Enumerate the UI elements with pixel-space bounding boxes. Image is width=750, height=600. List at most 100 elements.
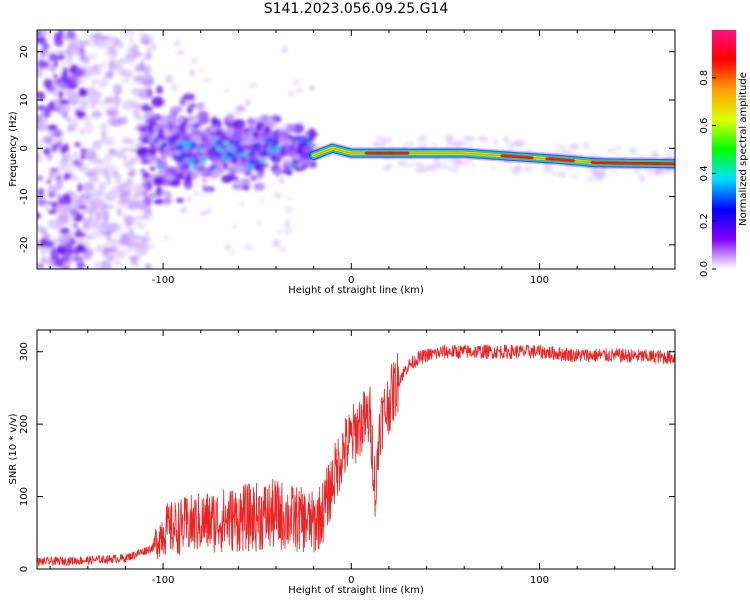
spectrogram-noise-blob bbox=[127, 35, 134, 44]
spectrogram-noise-blob bbox=[281, 158, 292, 166]
spectrogram-noise-blob bbox=[53, 130, 62, 137]
spectrogram-noise-blob bbox=[128, 157, 140, 164]
snr-y-axis-label: SNR (10 * v/v) bbox=[8, 413, 19, 484]
spectrogram-noise-blob bbox=[69, 238, 77, 246]
spectrogram-noise-blob bbox=[633, 169, 640, 174]
spectrogram-noise-blob bbox=[245, 98, 251, 107]
spectrogram-noise-blob bbox=[209, 164, 217, 170]
colorbar-tick-label: 0.4 bbox=[699, 165, 710, 181]
spectrogram-noise-blob bbox=[375, 134, 386, 142]
spectrogram-noise-blob bbox=[242, 185, 250, 191]
spectrogram-noise-blob bbox=[156, 85, 163, 95]
spectrogram-noise-blob bbox=[199, 157, 207, 163]
spectrogram-noise-blob bbox=[37, 114, 43, 125]
spectrogram-noise-blob bbox=[103, 97, 114, 104]
spectrogram-noise-blob bbox=[211, 116, 218, 128]
spectrogram-noise-blob bbox=[416, 136, 428, 144]
spectrogram-noise-blob bbox=[283, 225, 292, 235]
spectrogram-noise-blob bbox=[261, 158, 266, 164]
spectrogram-noise-blob bbox=[40, 256, 47, 265]
spectrogram-noise-blob bbox=[144, 262, 152, 269]
snr-x-tick-label: -100 bbox=[152, 575, 175, 586]
spectrogram-noise-blob bbox=[212, 126, 216, 136]
spectrogram-noise-blob bbox=[140, 39, 150, 45]
spectrogram-noise-blob bbox=[46, 102, 56, 111]
spectrogram-noise-blob bbox=[380, 142, 385, 147]
spectrogram-noise-blob bbox=[200, 192, 208, 196]
spectrogram-noise-blob bbox=[130, 194, 141, 199]
spectrogram-ridge bbox=[307, 142, 675, 170]
spectrogram-noise-blob bbox=[152, 138, 159, 143]
spectrogram-noise-blob bbox=[510, 166, 521, 175]
spectrogram-noise-blob bbox=[73, 151, 79, 159]
spectrogram-noise-blob bbox=[293, 79, 300, 86]
snr-ticks: -100 0 100 0 100 200 300 bbox=[19, 330, 675, 586]
spectrogram-noise-blob bbox=[171, 82, 179, 92]
spectrogram-noise-blob bbox=[37, 187, 45, 198]
spectrogram-noise-blob bbox=[225, 166, 229, 173]
spectrogram-y-tick-label: 20 bbox=[19, 45, 30, 58]
spectrogram-noise-blob bbox=[164, 191, 172, 200]
spectrogram-noise-blob bbox=[125, 56, 136, 66]
spectrogram-noise-blob bbox=[100, 81, 108, 86]
spectrogram-noise-blob bbox=[131, 43, 139, 55]
spectrogram-noise-blob bbox=[88, 66, 94, 73]
spectrogram-noise-blob bbox=[403, 162, 414, 168]
spectrogram-noise-blob bbox=[457, 141, 466, 147]
spectrogram-noise-blob bbox=[144, 230, 151, 240]
spectrogram-noise-blob bbox=[113, 259, 122, 266]
spectrogram-noise-blob bbox=[117, 222, 123, 234]
spectrogram-noise-blob bbox=[140, 154, 147, 165]
spectrogram-noise-blob bbox=[187, 157, 195, 165]
spectrogram-noise-blob bbox=[614, 153, 623, 157]
spectrogram-noise-blob bbox=[105, 110, 117, 116]
spectrogram-noise-blob bbox=[49, 192, 55, 198]
spectrogram-noise-blob bbox=[62, 153, 73, 162]
snr-y-tick-label: 200 bbox=[19, 415, 30, 434]
spectrogram-noise-blob bbox=[80, 153, 86, 161]
spectrogram-noise-blob bbox=[451, 159, 464, 163]
spectrogram-noise-blob bbox=[61, 72, 69, 83]
spectrogram-y-tick-label: 10 bbox=[19, 94, 30, 107]
spectrogram-noise-blob bbox=[102, 169, 111, 180]
spectrogram-noise-blob bbox=[96, 38, 107, 50]
spectrogram-y-axis-label: Frequency (Hz) bbox=[8, 111, 19, 187]
colorbar-tick-label: 0.2 bbox=[699, 213, 710, 229]
spectrogram-noise-blob bbox=[521, 165, 533, 173]
spectrogram-noise-blob bbox=[275, 230, 283, 235]
spectrogram-noise-blob bbox=[156, 164, 165, 169]
spectrogram-noise-blob bbox=[90, 230, 104, 239]
spectrogram-noise-blob bbox=[441, 159, 452, 163]
spectrogram-noise-blob bbox=[175, 50, 185, 55]
spectrogram-noise-blob bbox=[139, 126, 147, 132]
spectrogram-noise-blob bbox=[430, 143, 439, 150]
spectrogram-noise-blob bbox=[193, 190, 199, 197]
spectrogram-noise-blob bbox=[117, 66, 123, 77]
spectrogram-noise-blob bbox=[63, 242, 73, 252]
spectrogram-noise-blob bbox=[124, 214, 135, 226]
spectrogram-noise-blob bbox=[239, 156, 246, 161]
spectrogram-noise-blob bbox=[105, 262, 112, 269]
spectrogram-noise-blob bbox=[596, 176, 604, 181]
spectrogram-noise-blob bbox=[260, 196, 264, 205]
spectrogram-noise-blob bbox=[153, 176, 164, 187]
spectrogram-noise-blob bbox=[65, 172, 72, 179]
spectrogram-noise-blob bbox=[78, 205, 88, 210]
spectrogram-noise-blob bbox=[66, 54, 73, 67]
spectrogram-noise-blob bbox=[151, 96, 164, 108]
spectrogram-noise-blob bbox=[88, 216, 93, 221]
spectrogram-noise-blob bbox=[600, 172, 605, 177]
spectrogram-noise-blob bbox=[223, 89, 230, 94]
spectrogram-noise-blob bbox=[279, 175, 285, 185]
spectrogram-noise-blob bbox=[493, 139, 499, 145]
spectrogram-noise-blob bbox=[80, 127, 86, 135]
spectrogram-noise-blob bbox=[284, 143, 291, 153]
spectrogram-noise-blob bbox=[116, 249, 127, 259]
spectrogram-noise-blob bbox=[249, 82, 258, 89]
spectrogram-noise-blob bbox=[199, 210, 209, 215]
snr-frame bbox=[36, 329, 676, 570]
spectrogram-noise-blob bbox=[175, 139, 180, 145]
spectrogram-noise-blob bbox=[184, 91, 192, 96]
